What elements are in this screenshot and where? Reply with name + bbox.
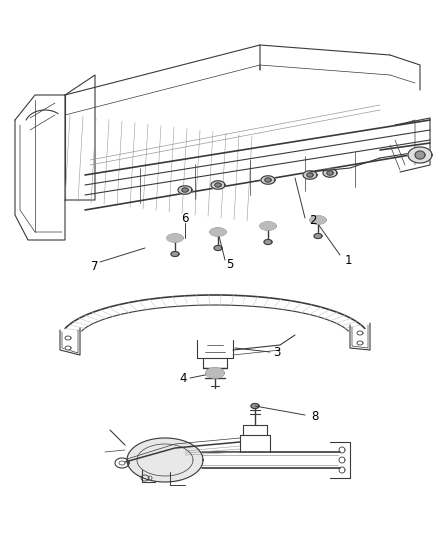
Polygon shape bbox=[307, 173, 313, 177]
Polygon shape bbox=[182, 188, 188, 192]
Polygon shape bbox=[314, 217, 322, 222]
Text: 3: 3 bbox=[273, 345, 281, 359]
Polygon shape bbox=[171, 252, 179, 256]
Polygon shape bbox=[211, 181, 225, 189]
Polygon shape bbox=[148, 476, 152, 480]
Polygon shape bbox=[251, 403, 259, 408]
Text: 8: 8 bbox=[311, 410, 319, 424]
Text: 6: 6 bbox=[181, 213, 189, 225]
Polygon shape bbox=[127, 438, 203, 482]
Polygon shape bbox=[357, 331, 363, 335]
Text: 5: 5 bbox=[226, 259, 234, 271]
Text: 1: 1 bbox=[344, 254, 352, 266]
Polygon shape bbox=[119, 461, 125, 465]
Polygon shape bbox=[65, 336, 71, 340]
Polygon shape bbox=[264, 239, 272, 245]
Polygon shape bbox=[215, 183, 221, 187]
Ellipse shape bbox=[310, 216, 326, 224]
Polygon shape bbox=[327, 171, 333, 175]
Polygon shape bbox=[323, 169, 337, 177]
Polygon shape bbox=[265, 178, 271, 182]
Polygon shape bbox=[357, 341, 363, 345]
Ellipse shape bbox=[260, 222, 276, 230]
Polygon shape bbox=[214, 246, 222, 251]
Ellipse shape bbox=[206, 368, 224, 378]
Polygon shape bbox=[415, 151, 425, 159]
Polygon shape bbox=[303, 171, 317, 179]
Polygon shape bbox=[214, 230, 222, 235]
Polygon shape bbox=[264, 223, 272, 229]
Polygon shape bbox=[408, 147, 432, 163]
Ellipse shape bbox=[167, 234, 183, 242]
Text: 7: 7 bbox=[91, 261, 99, 273]
Text: 4: 4 bbox=[179, 372, 187, 384]
Polygon shape bbox=[261, 176, 275, 184]
Polygon shape bbox=[171, 236, 179, 240]
Text: 2: 2 bbox=[309, 214, 317, 228]
Ellipse shape bbox=[210, 228, 226, 236]
Polygon shape bbox=[65, 346, 71, 350]
Polygon shape bbox=[178, 186, 192, 194]
Polygon shape bbox=[314, 233, 322, 238]
